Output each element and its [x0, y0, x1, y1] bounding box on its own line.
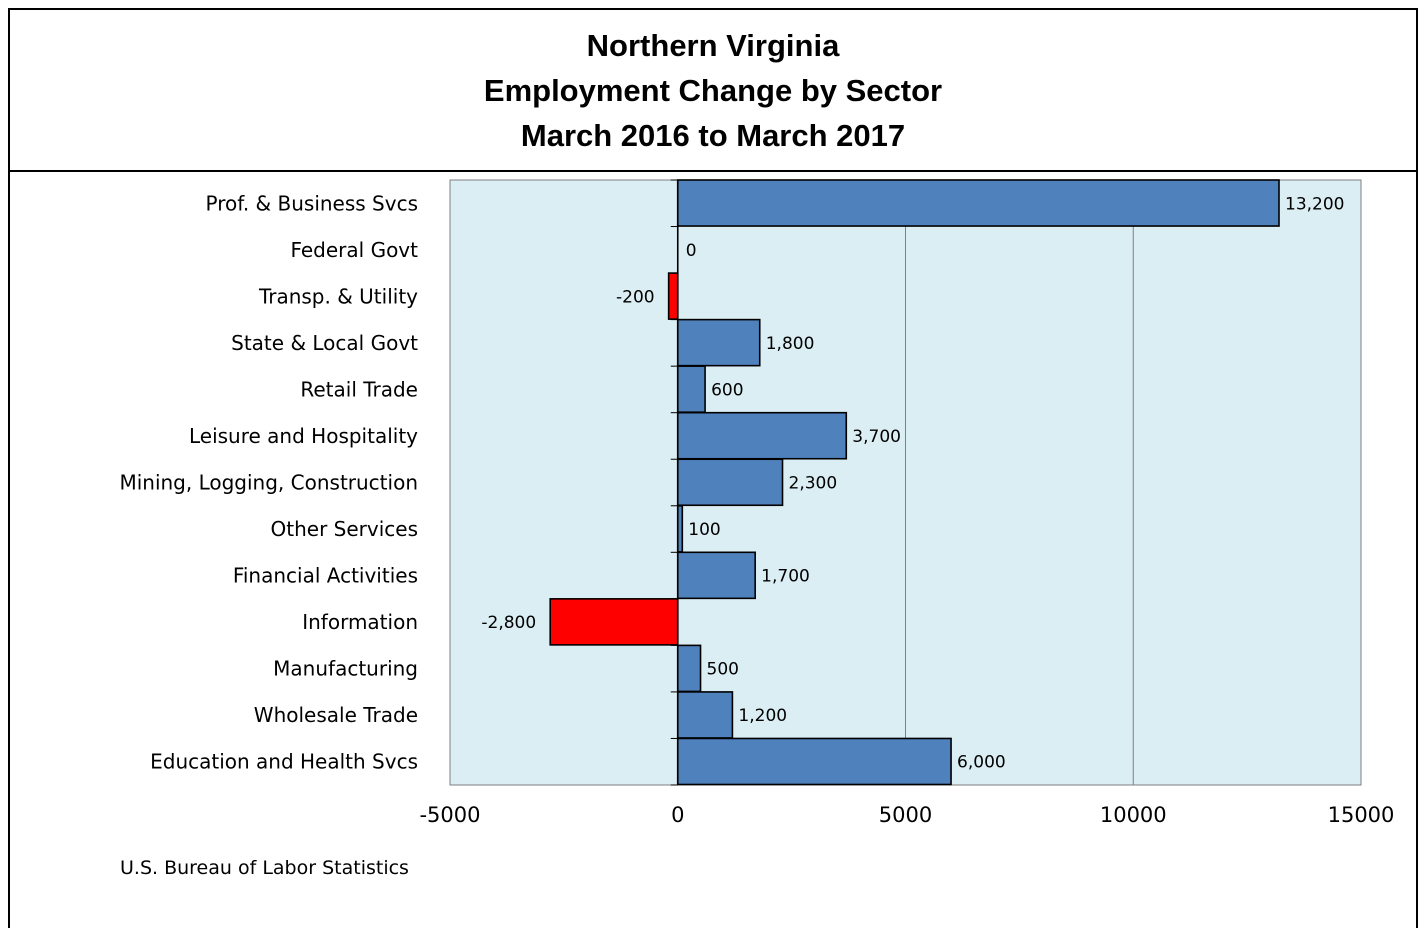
bar-12: [676, 691, 734, 739]
data-label: 2,300: [789, 474, 838, 494]
category-label: Federal Govt: [290, 238, 418, 262]
data-label: 1,200: [738, 706, 787, 726]
bar-1: [676, 179, 1280, 227]
data-label: 6,000: [957, 753, 1006, 773]
data-label: 3,700: [852, 427, 901, 447]
title-line-1: Northern Virginia: [586, 27, 840, 63]
data-label: 1,700: [761, 567, 810, 587]
title-line-3: March 2016 to March 2017: [520, 117, 906, 153]
x-tick-label: 5000: [879, 803, 932, 827]
data-label: -2,800: [481, 613, 536, 633]
bar-9: [676, 551, 756, 600]
category-label: Retail Trade: [300, 377, 418, 401]
category-label: Transp. & Utility: [258, 284, 418, 308]
data-label: 500: [707, 660, 739, 680]
data-label: 1,800: [766, 334, 815, 354]
bar-5: [676, 365, 706, 413]
category-label: Financial Activities: [233, 564, 418, 588]
bar-11: [676, 644, 702, 693]
x-tick-label: -5000: [419, 803, 480, 827]
category-label: Prof. & Business Svcs: [206, 191, 418, 215]
category-label: Leisure and Hospitality: [189, 424, 418, 448]
data-label: -200: [616, 287, 655, 307]
category-label: Information: [302, 610, 418, 634]
bar-13: [676, 737, 952, 786]
category-label: Other Services: [271, 517, 418, 541]
x-tick-label: 15000: [1328, 803, 1395, 827]
data-label: 600: [711, 380, 743, 400]
source-note: U.S. Bureau of Labor Statistics: [120, 857, 409, 879]
x-tick-label: 10000: [1100, 803, 1167, 827]
category-label: State & Local Govt: [231, 331, 418, 355]
category-label: Mining, Logging, Construction: [119, 471, 418, 495]
bar-4: [676, 318, 761, 367]
frame-left-border: [8, 172, 10, 928]
title-box: Northern Virginia Employment Change by S…: [8, 8, 1418, 172]
bar-3: [667, 272, 679, 320]
category-label: Manufacturing: [273, 657, 418, 681]
category-label: Education and Health Svcs: [150, 750, 418, 774]
bar-7: [676, 458, 784, 507]
category-label: Wholesale Trade: [254, 703, 418, 727]
title-line-2: Employment Change by Sector: [483, 72, 943, 108]
bar-6: [676, 411, 848, 460]
data-label: 13,200: [1285, 194, 1344, 214]
x-tick-label: 0: [671, 803, 684, 827]
data-label: 0: [686, 241, 697, 261]
bar-10: [549, 598, 679, 646]
data-label: 100: [688, 520, 720, 540]
frame-right-border: [1416, 172, 1418, 928]
